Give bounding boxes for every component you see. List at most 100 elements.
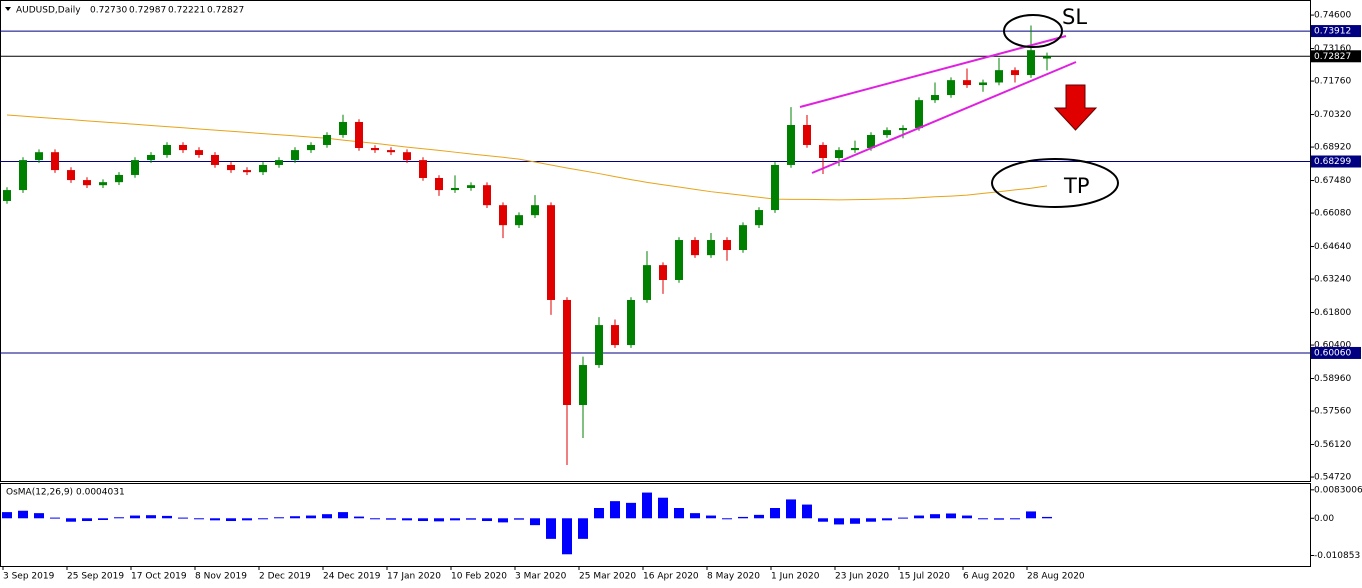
candle-body [51,152,59,171]
histogram-bar [658,497,668,519]
candle-body [707,240,715,256]
histogram-bar [130,515,140,519]
histogram-bar [274,517,284,519]
y-tick-label: 0.70320 [1314,110,1351,120]
candle-body [131,160,139,175]
candle-body [547,205,555,300]
candle-body [691,240,699,256]
histogram-bar [770,508,780,519]
histogram-bar [738,516,748,519]
candle-body [451,187,459,191]
y-tick-label: 0.57560 [1314,407,1351,417]
histogram-bar [1010,518,1020,520]
x-tick-label: 3 Sep 2019 [3,572,55,582]
indicator-window [0,483,1311,567]
candle-body [99,182,107,186]
histogram-bar [530,518,540,526]
y-tick-label: 0.74600 [1314,11,1351,21]
candle-body [483,185,491,206]
x-tick-label: 23 Jun 2020 [835,572,889,582]
candle-body [867,134,875,149]
candle-body [787,124,795,165]
histogram-bar [546,518,556,539]
histogram-bar [882,518,892,521]
candle-body [195,150,203,155]
histogram-bar [386,518,396,520]
histogram-bar [898,517,908,519]
y-tick-label: 0.67480 [1314,176,1351,186]
histogram-bar [50,517,60,519]
x-tick-label: 16 Apr 2020 [643,572,699,582]
histogram-bar [338,512,348,519]
candle-body [307,144,315,151]
price-label: 0.72827 [1314,52,1351,62]
price-label-box [1311,25,1361,38]
histogram-bar [642,492,652,519]
drawings: SL TP [799,5,1119,208]
candle-body [211,154,219,165]
candle-body [755,210,763,226]
x-tick-label: 10 Feb 2020 [451,572,507,582]
histogram-bar [82,518,92,522]
candle-body [643,265,651,300]
histogram-bar [514,518,524,520]
histogram-bar [482,518,492,522]
histogram-bar [786,499,796,519]
x-tick-label: 25 Mar 2020 [579,572,636,582]
candle-body [947,80,955,96]
candle-body [371,148,379,151]
symbol-title: AUDUSD,Daily [16,6,81,16]
histogram-bar [114,517,124,519]
candle-body [899,128,907,131]
high-label: 0.72987 [129,6,166,16]
main-window [0,0,1311,482]
down-arrow [1053,84,1098,131]
price-label-box [1311,50,1361,63]
histogram-bar [242,518,252,521]
histogram-bar [66,518,76,522]
sl-ellipse [1003,14,1063,48]
candle-body [531,205,539,216]
candle-body [723,240,731,251]
histogram-bar [834,518,844,525]
candle-body [387,150,395,153]
histogram-bar [466,518,476,520]
close-label: 0.72827 [207,6,244,16]
histogram-bar [290,516,300,519]
y-tick-label: 0.58960 [1314,374,1351,384]
candle-body [659,265,667,280]
x-tick-label: 6 Aug 2020 [963,572,1015,582]
histogram-bar [194,518,204,520]
histogram-bar [1042,516,1052,519]
x-tick-label: 8 Nov 2019 [195,572,247,582]
candle-body [259,164,267,173]
candle-body [403,152,411,161]
histogram-bar [690,513,700,519]
candle-body [931,95,939,101]
histogram-bar [2,512,12,519]
candle-body [563,299,571,406]
x-tick-label: 3 Mar 2020 [515,572,567,582]
y-tick-label: 0.61800 [1314,308,1351,318]
histogram-bar [1026,511,1036,519]
candle-body [179,144,187,151]
candle-body [419,160,427,178]
candle-body [19,160,27,191]
histogram-bar [674,508,684,519]
trend-line [811,61,1077,174]
histogram-bar [402,518,412,521]
indicator-value: 0.0004031 [76,488,125,498]
histogram-bar [498,518,508,523]
candle-body [83,180,91,186]
candle-body [355,121,363,149]
histogram-bar [578,518,588,539]
candle-body [1011,70,1019,76]
histogram-bar [610,501,620,519]
histogram-bar [418,518,428,522]
histogram-bar [850,518,860,524]
x-tick-label: 8 May 2020 [707,572,760,582]
menu-triangle[interactable] [5,7,11,11]
candle-body [291,150,299,161]
